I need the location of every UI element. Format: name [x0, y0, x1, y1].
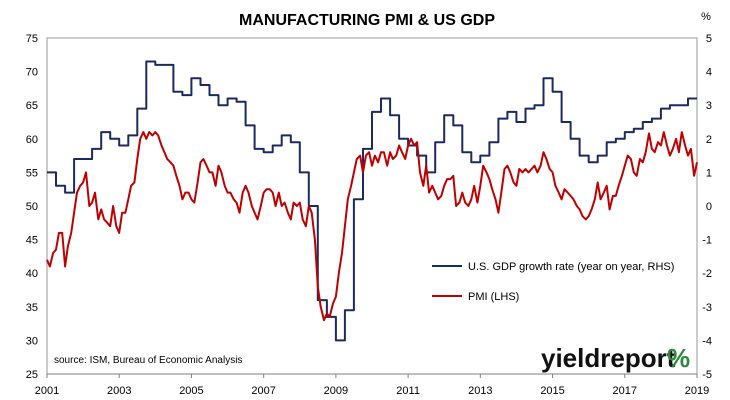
- y-left-tick-label: 45: [26, 235, 38, 247]
- y-right-tick-label: 1: [706, 167, 712, 179]
- y-right-tick-label: -2: [702, 268, 712, 280]
- y-right-tick-label: 0: [706, 201, 712, 213]
- y-left-tick-labels: 75 70 65 60 55 50 45 40 35 30 25: [26, 33, 38, 381]
- y-left-tick-label: 40: [26, 268, 38, 280]
- y-right-tick-label: -1: [702, 235, 712, 247]
- x-tick-label: 2007: [251, 385, 275, 397]
- x-tick-labels: 2001 2003 2005 2007 2009 2011 2013 2015 2017 2019: [35, 385, 709, 397]
- x-tick-label: 2015: [540, 385, 564, 397]
- y-left-tick-label: 35: [26, 302, 38, 314]
- source-note: source: ISM, Bureau of Economic Analysis: [54, 355, 242, 366]
- plot-area: [46, 37, 698, 375]
- series-group: [46, 60, 698, 342]
- brand-symbol: %: [667, 343, 690, 373]
- y-left-tick-label: 70: [26, 67, 38, 79]
- x-tick-label: 2011: [396, 385, 420, 397]
- y-left-tick-label: 75: [26, 33, 38, 45]
- y-right-tick-label: 4: [706, 67, 712, 79]
- y-right-tick-labels: 5 4 3 2 1 0 -1 -2 -3 -4 -5: [702, 33, 712, 381]
- x-tick-label: 2013: [468, 385, 492, 397]
- brand-name: yieldreport: [541, 343, 676, 373]
- legend-label-pmi: PMI (LHS): [468, 291, 519, 303]
- y-left-tick-label: 30: [26, 335, 38, 347]
- right-axis-unit: %: [701, 11, 711, 23]
- y-right-tick-label: 2: [706, 134, 712, 146]
- x-tick-label: 2005: [179, 385, 203, 397]
- x-tick-label: 2001: [35, 385, 59, 397]
- y-left-tick-label: 60: [26, 134, 38, 146]
- y-left-tick-label: 55: [26, 167, 38, 179]
- y-left-tick-label: 25: [26, 369, 38, 381]
- x-tick-marks: [46, 374, 698, 378]
- y-right-tick-label: 5: [706, 33, 712, 45]
- legend: U.S. GDP growth rate (year on year, RHS)…: [432, 261, 674, 303]
- y-right-tick-label: 3: [706, 100, 712, 112]
- brand-logo: yieldreport %: [541, 343, 690, 373]
- y-right-tick-label: -3: [702, 302, 712, 314]
- x-tick-label: 2019: [685, 385, 709, 397]
- y-left-tick-label: 65: [26, 100, 38, 112]
- y-left-tick-label: 50: [26, 201, 38, 213]
- x-tick-label: 2009: [324, 385, 348, 397]
- chart-title: MANUFACTURING PMI & US GDP: [239, 12, 495, 29]
- x-tick-label: 2017: [613, 385, 637, 397]
- gdp-growth-line: [47, 60, 697, 342]
- y-right-tick-label: -4: [702, 335, 712, 347]
- y-right-tick-label: -5: [702, 369, 712, 381]
- legend-label-gdp: U.S. GDP growth rate (year on year, RHS): [468, 261, 674, 273]
- x-tick-label: 2003: [107, 385, 131, 397]
- pmi-line: [46, 131, 698, 322]
